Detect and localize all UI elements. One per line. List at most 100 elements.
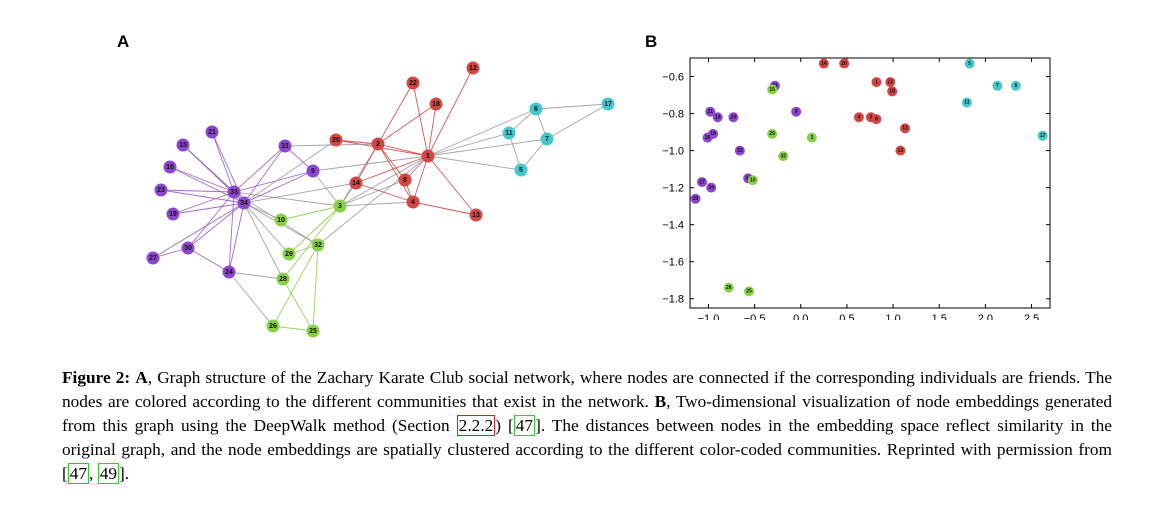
graph-edge-20-34 (243, 139, 337, 204)
graph-node-32: 32 (311, 238, 325, 252)
embedding-point-1: 1 (871, 77, 882, 88)
svg-text:4: 4 (411, 199, 415, 206)
graph-node-17: 17 (601, 97, 615, 111)
graph-node-6: 6 (529, 102, 543, 116)
graph-edge-2-14 (355, 143, 379, 184)
graph-edge-24-34 (228, 202, 245, 273)
embedding-point-25: 25 (744, 286, 755, 297)
svg-text:3: 3 (810, 135, 813, 141)
graph-edge-30-34 (187, 202, 245, 249)
graph-edge-3-33 (233, 191, 341, 207)
svg-text:1: 1 (875, 79, 878, 85)
graph-edge-1-9 (312, 155, 429, 172)
y-tick-label: −1.2 (662, 183, 684, 195)
graph-node-14: 14 (349, 176, 363, 190)
svg-text:9: 9 (311, 168, 315, 175)
svg-text:23: 23 (157, 187, 165, 194)
graph-edge-1-22 (412, 82, 429, 157)
embedding-point-15: 15 (767, 84, 778, 95)
graph-edge-2-18 (377, 103, 437, 145)
svg-text:18: 18 (432, 101, 440, 108)
embedding-point-18: 18 (887, 86, 898, 97)
panel-a-label: A (117, 32, 130, 51)
caption-a-marker: A (135, 368, 148, 387)
panel-b-label: B (645, 32, 658, 51)
graph-edge-1-3 (339, 155, 429, 207)
embedding-point-32: 32 (778, 151, 789, 162)
svg-text:2: 2 (870, 115, 873, 121)
plot-frame (689, 57, 1051, 309)
graph-edge-1-32 (317, 155, 429, 246)
citation-47-link[interactable]: 47 (513, 415, 536, 436)
svg-text:11: 11 (964, 100, 970, 106)
svg-text:4: 4 (858, 115, 861, 121)
citation-49-link[interactable]: 49 (97, 463, 119, 484)
svg-text:32: 32 (780, 153, 786, 159)
svg-text:27: 27 (149, 255, 157, 262)
graph-edge-25-32 (312, 244, 319, 332)
graph-edge-30-33 (187, 191, 235, 249)
embedding-point-33: 33 (734, 145, 745, 156)
svg-text:10: 10 (750, 178, 756, 184)
graph-edge-31-34 (243, 145, 286, 204)
graph-edge-23-34 (160, 189, 245, 204)
figure-caption: Figure 2: A, Graph structure of the Zach… (62, 366, 1112, 486)
graph-edge-3-29 (288, 205, 341, 255)
embedding-point-23: 23 (728, 112, 739, 123)
y-tick-label: −0.6 (662, 72, 684, 84)
embedding-point-16: 16 (702, 132, 713, 143)
graph-edge-1-18 (427, 103, 437, 157)
section-ref-link[interactable]: 2.2.2 (456, 415, 496, 436)
graph-edge-24-26 (228, 271, 274, 327)
embedding-point-17: 17 (1037, 130, 1048, 141)
embedding-point-30: 30 (690, 193, 701, 204)
svg-text:30: 30 (184, 245, 192, 252)
graph-node-9: 9 (306, 164, 320, 178)
graph-edge-3-28 (282, 205, 341, 280)
graph-edge-31-33 (233, 145, 286, 193)
svg-text:5: 5 (519, 167, 523, 174)
embedding-point-12: 12 (900, 123, 911, 134)
figure-label: Figure 2: (62, 368, 131, 387)
graph-edge-1-11 (427, 132, 510, 157)
graph-edge-1-13 (427, 155, 477, 216)
y-tick-label: −1.8 (662, 294, 684, 306)
graph-edge-19-33 (172, 191, 235, 215)
svg-text:24: 24 (225, 269, 233, 276)
graph-node-27: 27 (146, 251, 160, 265)
graph-node-1: 1 (421, 149, 435, 163)
graph-edge-28-34 (243, 202, 284, 280)
svg-text:21: 21 (208, 129, 216, 136)
graph-node-2: 2 (371, 137, 385, 151)
caption-a-text: , Graph structure of the Zachary Karate … (62, 368, 1113, 411)
graph-node-7: 7 (540, 132, 554, 146)
embedding-point-22: 22 (885, 77, 896, 88)
embedding-point-7: 7 (992, 80, 1003, 91)
graph-edge-1-12 (427, 67, 474, 157)
embedding-point-27: 27 (697, 177, 707, 188)
graph-node-34: 34 (237, 196, 251, 210)
svg-text:14: 14 (821, 61, 827, 67)
graph-edge-9-34 (243, 170, 314, 204)
embedding-point-11: 11 (961, 97, 972, 108)
svg-text:6: 6 (534, 106, 538, 113)
svg-text:8: 8 (875, 116, 878, 122)
svg-text:3: 3 (338, 203, 342, 210)
graph-edge-2-22 (377, 82, 414, 145)
svg-text:32: 32 (314, 242, 322, 249)
embedding-point-26: 26 (723, 282, 734, 293)
embedding-point-29: 29 (767, 128, 778, 139)
graph-edge-3-10 (280, 205, 341, 221)
embedding-point-6: 6 (1010, 80, 1021, 91)
caption-comma: , (89, 464, 98, 483)
graph-node-26: 26 (266, 319, 280, 333)
graph-edge-4-14 (355, 182, 414, 203)
graph-node-11: 11 (502, 126, 516, 140)
graph-edge-19-34 (172, 202, 245, 215)
svg-text:28: 28 (279, 276, 287, 283)
embedding-point-20: 20 (839, 58, 850, 69)
citation-47b-link[interactable]: 47 (67, 463, 90, 484)
caption-punct-1: ) [ (495, 416, 514, 435)
svg-text:34: 34 (240, 200, 248, 207)
svg-text:25: 25 (746, 289, 752, 295)
